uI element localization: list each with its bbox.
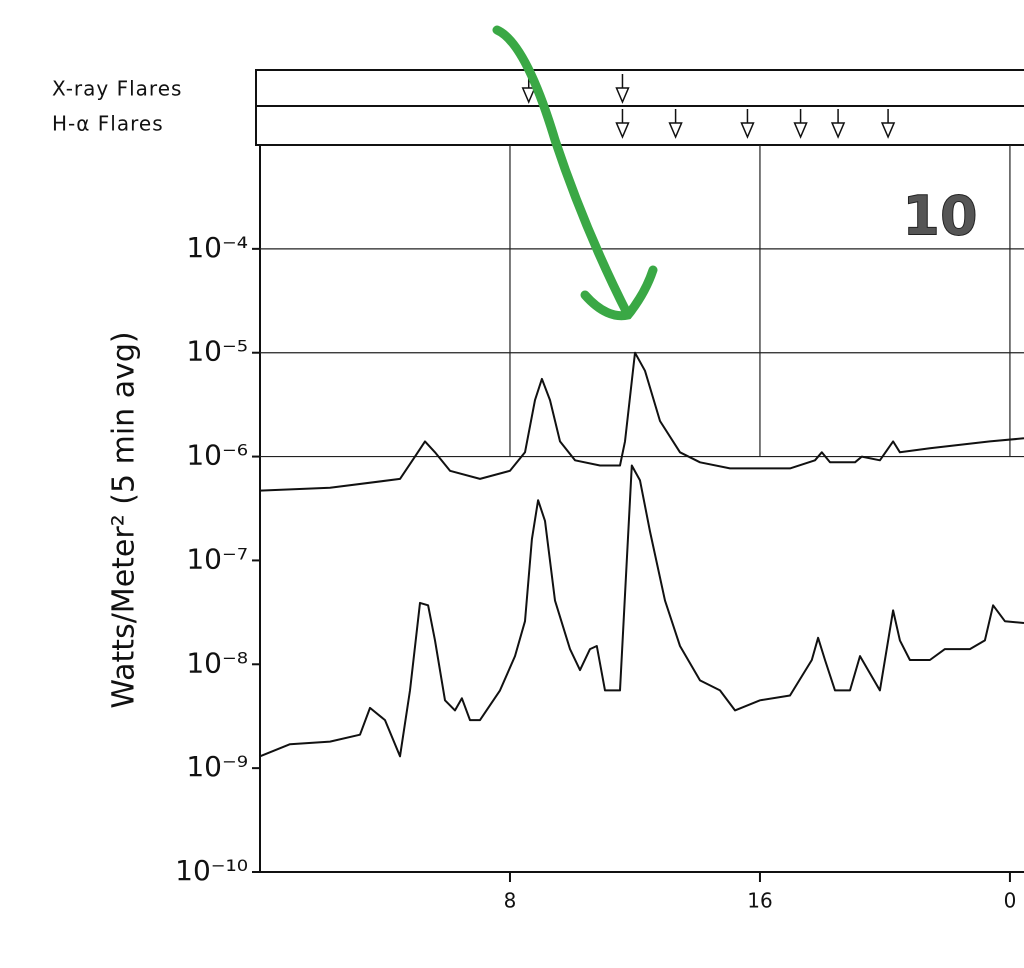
- highlight-arrow: [492, 25, 658, 321]
- y-tick-label: 10⁻⁵: [186, 335, 248, 368]
- flare-marker: [615, 109, 630, 139]
- flare-marker: [793, 109, 808, 139]
- y-tick-label: 10⁻⁶: [186, 439, 248, 472]
- y-tick-label: 10⁻¹⁰: [175, 854, 248, 887]
- flare-marker: [615, 74, 630, 104]
- y-tick-label: 10⁻⁴: [186, 231, 248, 264]
- y-tick-label: 10⁻⁸: [186, 646, 248, 679]
- x-tick-label: 0: [1004, 889, 1017, 913]
- flare-row-label: X-ray Flares: [52, 77, 182, 101]
- plot-area: 10⁻⁴ 10⁻⁵ 10⁻⁶ 10⁻⁷ 10⁻⁸ 10⁻⁹ 10⁻¹⁰ 8 16 0 X-ray F…: [52, 74, 1024, 913]
- flare-marker: [880, 109, 896, 139]
- series-line: [259, 351, 1024, 492]
- flare-row-label: H-α Flares: [52, 112, 164, 136]
- annotation: 10: [902, 185, 977, 248]
- flare-marker: [830, 109, 846, 139]
- flare-box: [255, 69, 1024, 146]
- y-tick-label: 10⁻⁹: [186, 750, 248, 783]
- series-line: [259, 464, 1024, 758]
- y-axis-label: Watts/Meter² (5 min avg): [107, 331, 142, 708]
- x-tick-label: 8: [504, 889, 517, 913]
- x-tick-label: 16: [747, 889, 772, 913]
- flare-marker: [668, 109, 683, 139]
- y-tick-label: 10⁻⁷: [186, 542, 248, 575]
- flare-marker: [740, 109, 755, 139]
